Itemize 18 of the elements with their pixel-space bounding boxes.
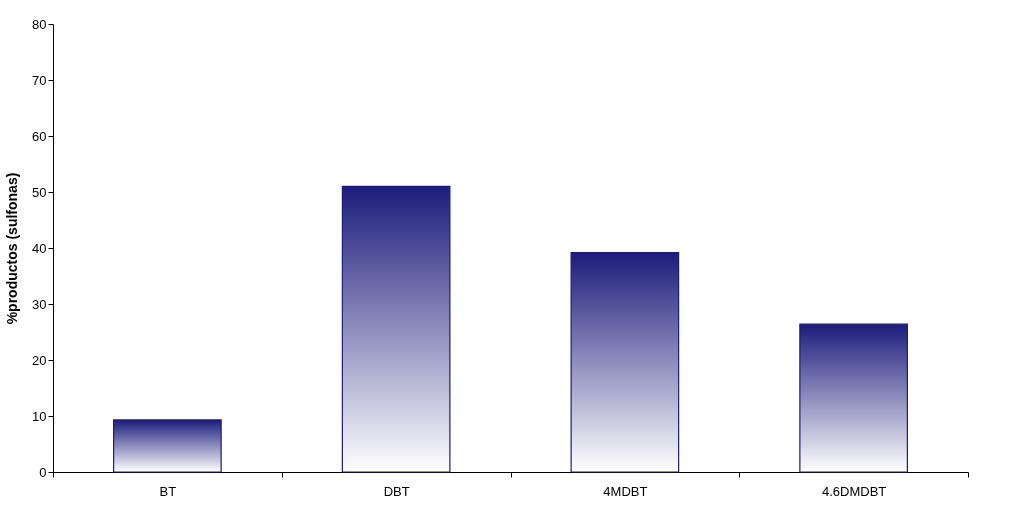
x-tick-label: 4.6DMDBT <box>821 483 887 499</box>
bar <box>341 185 451 473</box>
bar <box>799 323 908 473</box>
x-tick-label: 4MDBT <box>603 483 648 499</box>
x-tick-label: DBT <box>383 483 410 499</box>
y-tick-label: 80 <box>32 16 47 32</box>
y-axis-title: %productos (sulfonas) <box>4 172 21 325</box>
y-tick-label: 50 <box>32 184 47 200</box>
y-tick-label: 0 <box>39 464 47 480</box>
bar <box>113 419 222 473</box>
y-tick-label: 60 <box>32 128 47 144</box>
x-tick-label: BT <box>159 483 177 499</box>
y-tick-label: 70 <box>32 72 47 88</box>
y-tick-label: 20 <box>32 352 47 368</box>
y-tick-label: 10 <box>32 408 47 424</box>
bar <box>570 251 680 473</box>
y-tick-label: 30 <box>32 296 47 312</box>
y-tick-label: 40 <box>32 240 47 256</box>
